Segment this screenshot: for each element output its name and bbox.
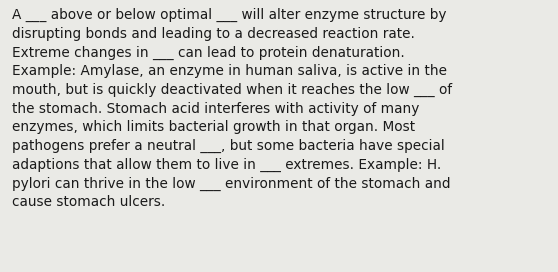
Text: A ___ above or below optimal ___ will alter enzyme structure by
disrupting bonds: A ___ above or below optimal ___ will al… <box>12 8 453 209</box>
